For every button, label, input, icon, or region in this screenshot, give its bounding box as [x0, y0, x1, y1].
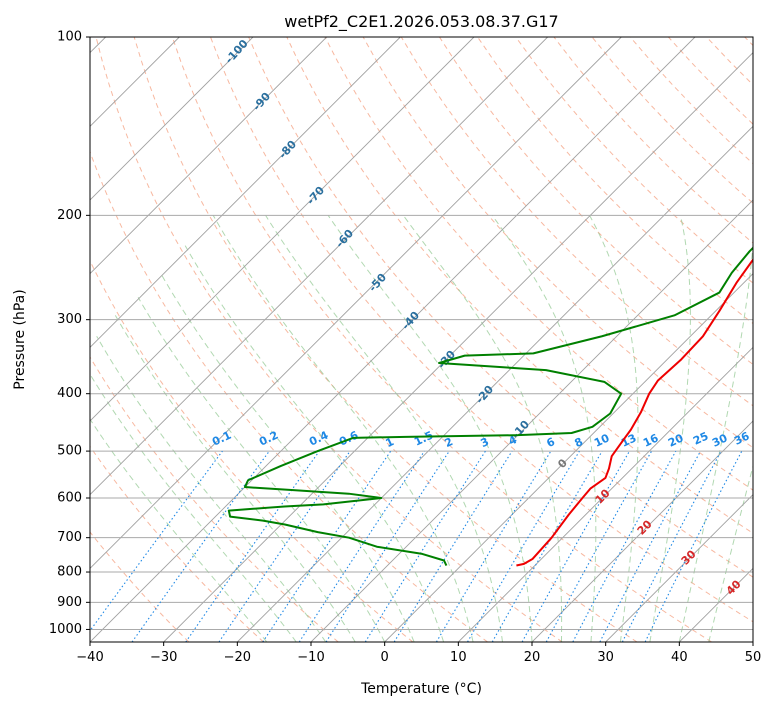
- y-tick-label: 600: [57, 491, 82, 506]
- chart-title: wetPf2_C2E1.2026.053.08.37.G17: [284, 12, 558, 32]
- y-tick-label: 400: [57, 386, 82, 401]
- x-tick-label: −30: [150, 650, 177, 665]
- y-axis-label: Pressure (hPa): [12, 289, 28, 389]
- x-tick-label: 50: [745, 650, 762, 665]
- x-tick-label: −40: [76, 650, 103, 665]
- y-tick-label: 1000: [49, 622, 82, 637]
- y-tick-label: 300: [57, 312, 82, 327]
- y-tick-label: 900: [57, 595, 82, 610]
- x-tick-label: −10: [297, 650, 324, 665]
- x-tick-label: 20: [524, 650, 541, 665]
- x-axis-label: Temperature (°C): [360, 681, 482, 697]
- y-tick-label: 500: [57, 444, 82, 459]
- x-tick-label: 10: [450, 650, 467, 665]
- y-tick-label: 800: [57, 565, 82, 580]
- x-tick-label: 0: [381, 650, 389, 665]
- y-tick-label: 200: [57, 208, 82, 223]
- x-tick-label: 40: [671, 650, 688, 665]
- x-tick-label: −20: [224, 650, 251, 665]
- y-tick-label: 100: [57, 30, 82, 45]
- y-tick-label: 700: [57, 530, 82, 545]
- x-tick-label: 30: [597, 650, 614, 665]
